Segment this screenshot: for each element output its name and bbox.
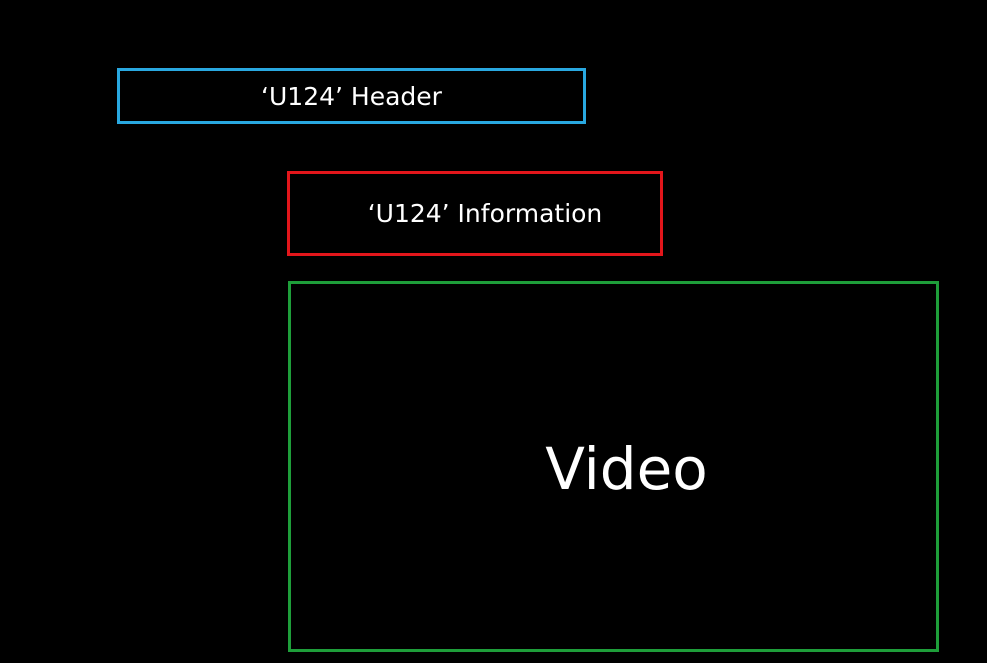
header-box-label: ‘U124’ Header (261, 81, 442, 111)
information-box-label: ‘U124’ Information (367, 199, 603, 228)
video-box-label: Video (545, 434, 708, 503)
header-placeholder-box: ‘U124’ Header (117, 68, 586, 124)
video-placeholder-box: Video (288, 281, 939, 652)
information-placeholder-box: ‘U124’ Information (287, 171, 663, 256)
